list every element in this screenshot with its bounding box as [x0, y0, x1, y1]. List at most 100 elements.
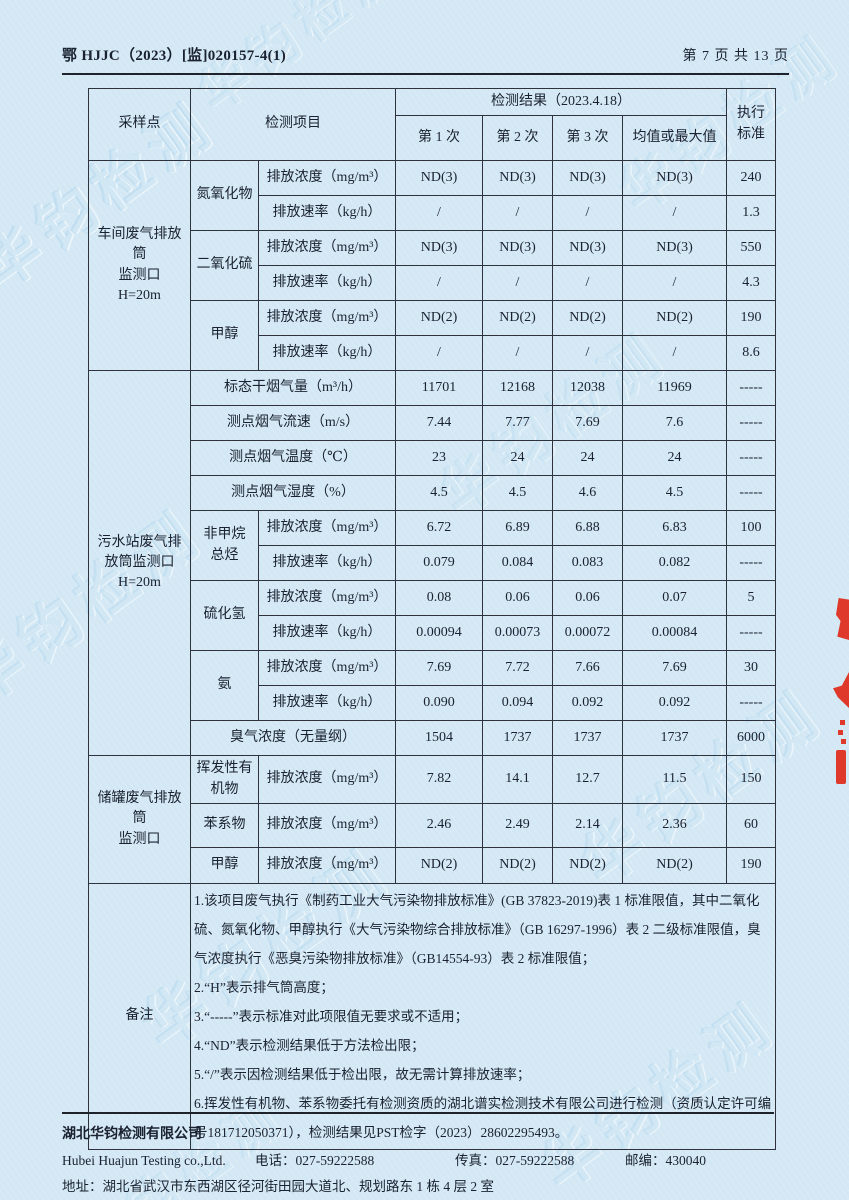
remark-note: 6.挥发性有机物、苯系物委托有检测资质的湖北谱实检测技术有限公司进行检测（资质认…: [194, 1096, 772, 1140]
cell-value: /: [622, 265, 727, 301]
cell-param: 排放速率（kg/h）: [258, 685, 396, 721]
cell-value: ND(3): [482, 160, 553, 196]
cell-value: 4.5: [395, 475, 483, 511]
cell-item: 氮氧化物: [190, 160, 259, 231]
red-seal-fragment: [831, 592, 849, 792]
cell-standard: 550: [726, 230, 776, 266]
cell-value: ND(2): [622, 300, 727, 336]
col-header-result-group: 检测结果（2023.4.18）: [395, 88, 727, 116]
cell-item: 非甲烷 总烃: [190, 510, 259, 581]
cell-value: 7.77: [482, 405, 553, 441]
cell-value: ND(3): [552, 230, 623, 266]
cell-value: ND(2): [482, 847, 553, 884]
cell-value: /: [395, 335, 483, 371]
cell-item: 苯系物: [190, 803, 259, 848]
cell-standard: 6000: [726, 720, 776, 756]
cell-standard: 60: [726, 803, 776, 848]
cell-value: 2.14: [552, 803, 623, 848]
cell-value: 0.092: [552, 685, 623, 721]
cell-param: 排放速率（kg/h）: [258, 615, 396, 651]
cell-value: ND(2): [482, 300, 553, 336]
cell-value: 4.5: [622, 475, 727, 511]
company-name-cn: 湖北华钧检测有限公司: [62, 1127, 202, 1142]
cell-value: 7.69: [552, 405, 623, 441]
cell-value: /: [622, 335, 727, 371]
remark-note: 3.“-----”表示标准对此项限值无要求或不适用；: [194, 1009, 469, 1024]
cell-value: 0.092: [622, 685, 727, 721]
cell-value: /: [622, 195, 727, 231]
cell-value: 4.5: [482, 475, 553, 511]
results-table: 采样点 检测项目 检测结果（2023.4.18） 执行 标准 第 1 次 第 2…: [88, 88, 776, 1150]
cell-standard: -----: [726, 545, 776, 581]
cell-value: 4.6: [552, 475, 623, 511]
cell-value: 6.72: [395, 510, 483, 546]
cell-value: ND(3): [622, 230, 727, 266]
cell-value: 0.08: [395, 580, 483, 616]
cell-value: ND(2): [395, 847, 483, 884]
cell-standard: 150: [726, 755, 776, 804]
cell-param: 测点烟气湿度（%）: [190, 475, 396, 511]
cell-value: 0.06: [482, 580, 553, 616]
cell-value: 0.07: [622, 580, 727, 616]
cell-value: 0.00073: [482, 615, 553, 651]
cell-value: /: [552, 195, 623, 231]
cell-standard: 1.3: [726, 195, 776, 231]
cell-value: 7.69: [395, 650, 483, 686]
col-header-avg-or-max: 均值或最大值: [622, 115, 727, 161]
cell-param: 排放浓度（mg/m³）: [258, 803, 396, 848]
cell-value: ND(3): [552, 160, 623, 196]
cell-value: 6.83: [622, 510, 727, 546]
cell-param: 排放浓度（mg/m³）: [258, 580, 396, 616]
cell-value: 1504: [395, 720, 483, 756]
cell-value: ND(3): [395, 230, 483, 266]
col-header-run2: 第 2 次: [482, 115, 553, 161]
cell-value: 12.7: [552, 755, 623, 804]
cell-item: 挥发性有 机物: [190, 755, 259, 804]
cell-standard: -----: [726, 370, 776, 406]
cell-value: ND(2): [552, 847, 623, 884]
cell-value: ND(2): [552, 300, 623, 336]
cell-param: 排放浓度（mg/m³）: [258, 755, 396, 804]
remarks-content: 1.该项目废气执行《制药工业大气污染物排放标准》(GB 37823-2019)表…: [190, 883, 776, 1150]
cell-value: 7.44: [395, 405, 483, 441]
cell-item: 甲醇: [190, 300, 259, 371]
cell-value: 0.084: [482, 545, 553, 581]
footer-fax: 传真：027-59222588: [455, 1153, 575, 1168]
cell-standard: 190: [726, 847, 776, 884]
cell-param: 排放速率（kg/h）: [258, 335, 396, 371]
cell-value: 24: [552, 440, 623, 476]
cell-param: 排放速率（kg/h）: [258, 195, 396, 231]
cell-param: 臭气浓度（无量纲）: [190, 720, 396, 756]
cell-standard: 100: [726, 510, 776, 546]
cell-value: 0.082: [622, 545, 727, 581]
cell-value: /: [482, 195, 553, 231]
cell-standard: 4.3: [726, 265, 776, 301]
cell-value: ND(2): [395, 300, 483, 336]
cell-value: 0.079: [395, 545, 483, 581]
remark-note: 5.“/”表示因检测结果低于检出限，故无需计算排放速率；: [194, 1067, 531, 1082]
cell-value: ND(3): [482, 230, 553, 266]
cell-site: 污水站废气排 放筒监测口 H=20m: [88, 370, 191, 756]
cell-param: 排放浓度（mg/m³）: [258, 847, 396, 884]
remark-note: 2.“H”表示排气筒高度；: [194, 980, 334, 995]
remarks-label: 备注: [88, 883, 191, 1150]
cell-value: 7.6: [622, 405, 727, 441]
cell-value: 14.1: [482, 755, 553, 804]
cell-standard: 5: [726, 580, 776, 616]
company-name-en: Hubei Huajun Testing co.,Ltd.: [62, 1153, 226, 1168]
cell-param: 排放速率（kg/h）: [258, 265, 396, 301]
cell-param: 测点烟气温度（℃）: [190, 440, 396, 476]
col-header-standard: 执行 标准: [726, 88, 776, 161]
cell-value: 1737: [552, 720, 623, 756]
cell-standard: -----: [726, 405, 776, 441]
page-number-info: 第 7 页 共 13 页: [682, 49, 789, 64]
cell-value: ND(3): [395, 160, 483, 196]
cell-param: 排放浓度（mg/m³）: [258, 510, 396, 546]
cell-standard: 30: [726, 650, 776, 686]
cell-param: 测点烟气流速（m/s）: [190, 405, 396, 441]
footer-postcode: 邮编：430040: [625, 1153, 706, 1168]
cell-value: /: [552, 335, 623, 371]
col-header-test-item: 检测项目: [190, 88, 396, 161]
cell-value: ND(3): [622, 160, 727, 196]
